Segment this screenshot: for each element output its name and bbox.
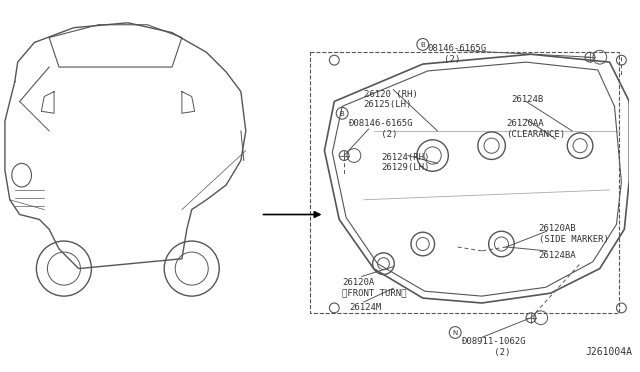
Text: J261004A: J261004A [585, 347, 632, 357]
Text: 26120AB
(SIDE MARKER): 26120AB (SIDE MARKER) [539, 224, 609, 244]
Text: 26124M: 26124M [349, 303, 381, 312]
Text: N: N [452, 330, 458, 337]
Text: 26124BA: 26124BA [539, 251, 577, 260]
Text: 08146-6165G
   (2): 08146-6165G (2) [428, 44, 487, 64]
Text: 26124(RH)
26129(LH): 26124(RH) 26129(LH) [381, 153, 430, 172]
Text: B: B [340, 111, 344, 117]
Text: 26120 (RH)
26125(LH): 26120 (RH) 26125(LH) [364, 90, 417, 109]
Text: B: B [420, 42, 425, 48]
Text: Ð08146-6165G
      (2): Ð08146-6165G (2) [349, 119, 413, 138]
Bar [310, 52, 620, 313]
Text: 26120AA
(CLEARANCE): 26120AA (CLEARANCE) [506, 119, 566, 138]
Text: 26124B: 26124B [511, 94, 543, 103]
Text: 26120A
〈FRONT TURN〉: 26120A 〈FRONT TURN〉 [342, 278, 406, 298]
Text: Ð08911-1062G
      (2): Ð08911-1062G (2) [462, 337, 527, 357]
